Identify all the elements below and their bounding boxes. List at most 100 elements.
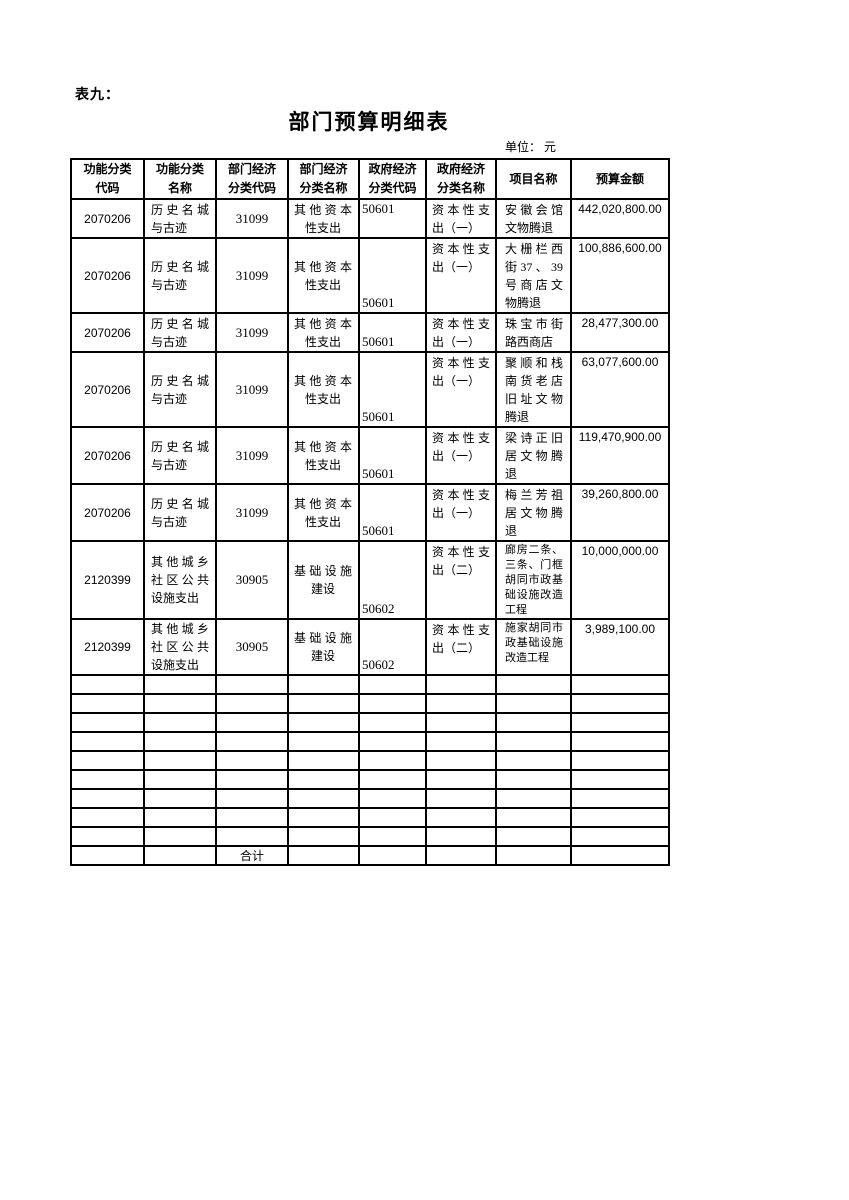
col-header-gov-name: 政府经济 分类名称 [425, 158, 497, 200]
empty-cell [70, 750, 145, 771]
col-header-project: 项目名称 [495, 158, 572, 200]
table-row: 2070206 历史名城与古迹 31099 其他资本性支出 50601 资本性支出（一）安… [70, 198, 670, 239]
cell-dept-name: 其他资本性支出 [287, 198, 360, 239]
table-number-label: 表九： [75, 88, 120, 103]
total-label-cell: 合计 [215, 845, 289, 866]
cell-func-name: 其他城乡社区公共设施支出 [143, 540, 217, 620]
empty-cell [287, 788, 360, 809]
empty-cell [287, 731, 360, 752]
cell-dept-code: 31099 [215, 198, 289, 239]
table-row: 2070206 历史名城与古迹 31099 其他资本性支出 50601 资本性支出（一）珠… [70, 312, 670, 353]
cell-project: 聚顺和栈南货老店旧址文物腾退 [495, 351, 572, 428]
cell-func-name: 历史名城与古迹 [143, 483, 217, 542]
empty-cell [215, 693, 289, 714]
empty-row [70, 807, 670, 828]
cell-func-code: 2120399 [70, 618, 145, 676]
empty-cell [70, 769, 145, 790]
cell-func-code: 2070206 [70, 351, 145, 428]
cell-func-name: 其他城乡社区公共设施支出 [143, 618, 217, 676]
unit-note: 单位： 元 [505, 140, 557, 154]
cell-dept-name: 其他资本性支出 [287, 426, 360, 485]
empty-cell [570, 712, 670, 733]
cell-func-code: 2120399 [70, 540, 145, 620]
empty-cell [425, 731, 497, 752]
cell-dept-code: 31099 [215, 312, 289, 353]
empty-cell [215, 750, 289, 771]
table-row: 2070206 历史名城与古迹 31099 其他资本性支出 50601 资本性支出（一）大… [70, 237, 670, 314]
col-header-func-name: 功能分类 名称 [143, 158, 217, 200]
empty-cell [215, 674, 289, 695]
empty-cell [425, 674, 497, 695]
empty-cell [358, 712, 427, 733]
budget-table: 功能分类 代码 功能分类 名称 部门经济 分类代码 部门经济 分类名称 政府经济… [70, 158, 670, 866]
cell-func-name: 历史名城与古迹 [143, 198, 217, 239]
cell-dept-name: 基础设施建设 [287, 618, 360, 676]
empty-cell [358, 826, 427, 847]
empty-row [70, 674, 670, 695]
cell-dept-name: 基础设施建设 [287, 540, 360, 620]
empty-cell [215, 826, 289, 847]
cell-gov-name: 资本性支出（一） [425, 351, 497, 428]
empty-cell [358, 788, 427, 809]
cell-project: 大栅栏西街37、39号商店文物腾退 [495, 237, 572, 314]
cell-func-name: 历史名城与古迹 [143, 351, 217, 428]
empty-cell [70, 712, 145, 733]
cell-func-name: 历史名城与古迹 [143, 237, 217, 314]
col-header-func-code: 功能分类 代码 [70, 158, 145, 200]
cell-func-code: 2070206 [70, 426, 145, 485]
empty-cell [425, 712, 497, 733]
cell-project: 珠宝市街路西商店 [495, 312, 572, 353]
cell-func-name: 历史名城与古迹 [143, 312, 217, 353]
empty-cell [70, 845, 145, 866]
empty-row [70, 712, 670, 733]
empty-cell [215, 712, 289, 733]
col-header-dept-code: 部门经济 分类代码 [215, 158, 289, 200]
empty-cell [358, 807, 427, 828]
empty-cell [495, 712, 572, 733]
empty-row [70, 693, 670, 714]
cell-project: 梁诗正旧居文物腾退 [495, 426, 572, 485]
cell-amount: 39,260,800.00 [570, 483, 670, 542]
empty-cell [70, 731, 145, 752]
cell-dept-name: 其他资本性支出 [287, 312, 360, 353]
page-title: 部门预算明细表 [288, 110, 450, 134]
empty-cell [570, 826, 670, 847]
empty-cell [143, 769, 217, 790]
empty-cell [70, 788, 145, 809]
col-header-amount: 预算金额 [570, 158, 670, 200]
empty-cell [215, 807, 289, 828]
empty-cell [143, 750, 217, 771]
empty-cell [287, 750, 360, 771]
empty-cell [70, 693, 145, 714]
cell-project: 施家胡同市政基础设施改造工程 [495, 618, 572, 676]
empty-cell [358, 845, 427, 866]
empty-cell [143, 826, 217, 847]
cell-gov-name: 资本性支出（二） [425, 540, 497, 620]
empty-row [70, 769, 670, 790]
empty-cell [425, 826, 497, 847]
empty-cell [358, 750, 427, 771]
cell-gov-name: 资本性支出（二） [425, 618, 497, 676]
empty-cell [570, 750, 670, 771]
empty-cell [143, 807, 217, 828]
table-row: 2070206 历史名城与古迹 31099 其他资本性支出 50601 资本性支出（一）梅… [70, 483, 670, 542]
empty-cell [425, 750, 497, 771]
empty-cell [143, 845, 217, 866]
empty-cell [358, 731, 427, 752]
cell-gov-name: 资本性支出（一） [425, 198, 497, 239]
empty-cell [70, 807, 145, 828]
cell-amount: 100,886,600.00 [570, 237, 670, 314]
empty-cell [570, 674, 670, 695]
empty-cell [287, 693, 360, 714]
empty-cell [143, 731, 217, 752]
cell-dept-code: 31099 [215, 483, 289, 542]
cell-gov-code: 50602 [358, 618, 427, 676]
cell-project: 安徽会馆文物腾退 [495, 198, 572, 239]
empty-cell [70, 674, 145, 695]
empty-cell [287, 712, 360, 733]
cell-dept-name: 其他资本性支出 [287, 483, 360, 542]
cell-gov-name: 资本性支出（一） [425, 312, 497, 353]
empty-cell [287, 769, 360, 790]
empty-cell [495, 826, 572, 847]
